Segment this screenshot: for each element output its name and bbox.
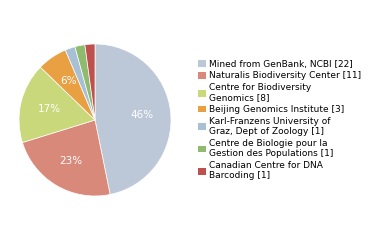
Wedge shape — [95, 44, 171, 194]
Legend: Mined from GenBank, NCBI [22], Naturalis Biodiversity Center [11], Centre for Bi: Mined from GenBank, NCBI [22], Naturalis… — [198, 60, 361, 180]
Text: 23%: 23% — [59, 156, 82, 166]
Wedge shape — [85, 44, 95, 120]
Wedge shape — [65, 47, 95, 120]
Wedge shape — [40, 50, 95, 120]
Text: 46%: 46% — [130, 110, 154, 120]
Wedge shape — [19, 67, 95, 143]
Wedge shape — [75, 45, 95, 120]
Wedge shape — [22, 120, 110, 196]
Text: 17%: 17% — [38, 104, 61, 114]
Text: 6%: 6% — [60, 76, 77, 86]
